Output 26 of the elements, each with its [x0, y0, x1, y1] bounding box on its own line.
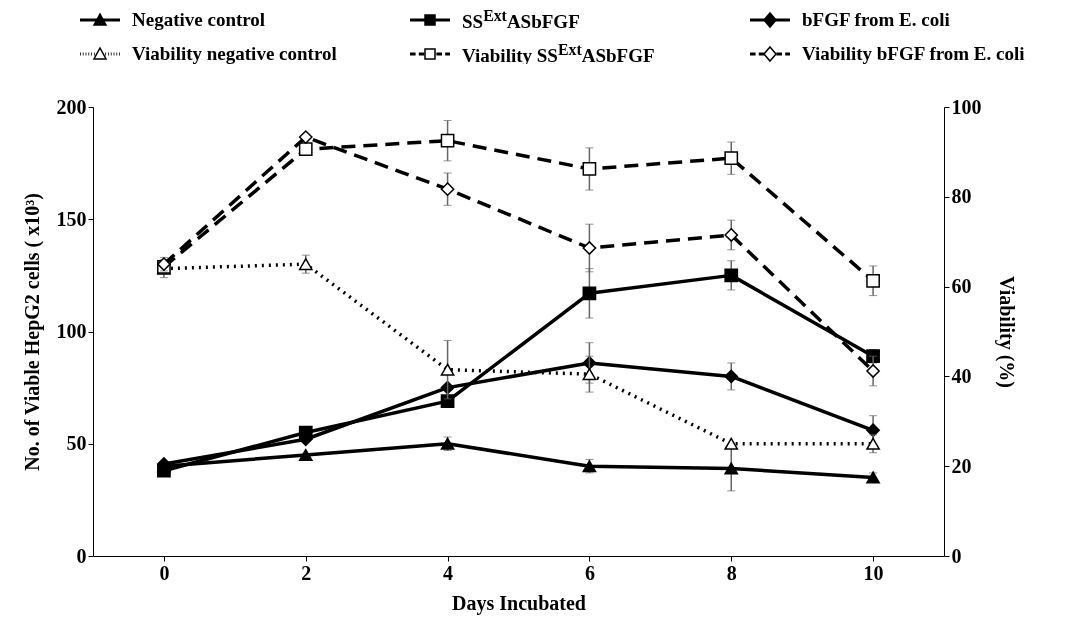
y2-tick-label: 20: [951, 454, 972, 477]
y2-tick-label: 0: [951, 544, 962, 567]
legend-label: Negative control: [132, 9, 266, 31]
y-tick-label: 0: [76, 544, 87, 567]
x-tick-label: 10: [863, 561, 884, 584]
x-tick-label: 8: [726, 561, 737, 584]
y-tick-label: 100: [56, 320, 87, 342]
x-tick-label: 0: [159, 561, 170, 584]
x-axis-title: Days Incubated: [452, 591, 586, 615]
y2-axis-title: Viability (%): [994, 275, 1018, 389]
y-tick-label: 150: [56, 207, 87, 230]
y2-tick-label: 40: [951, 364, 972, 387]
x-tick-label: 2: [301, 561, 312, 584]
y2-tick-label: 100: [951, 95, 982, 118]
y2-tick-label: 60: [951, 275, 972, 298]
legend-label: Viability SS$^{Ext}$ASbFGF: [462, 40, 655, 68]
legend-label: bFGF from E. coli: [802, 9, 950, 31]
y-axis-title: No. of Viable HepG2 cells ( x10³): [20, 193, 44, 471]
legend-label: SS$^{Ext}$ASbFGF: [462, 6, 580, 34]
x-tick-label: 4: [443, 561, 454, 584]
y-tick-label: 200: [56, 95, 87, 118]
legend-label: Viability negative control: [132, 43, 337, 65]
y2-tick-label: 80: [951, 185, 972, 208]
x-tick-label: 6: [584, 561, 595, 584]
legend-label: Viability bFGF from E. coli: [802, 43, 1025, 65]
y-tick-label: 50: [66, 432, 87, 455]
